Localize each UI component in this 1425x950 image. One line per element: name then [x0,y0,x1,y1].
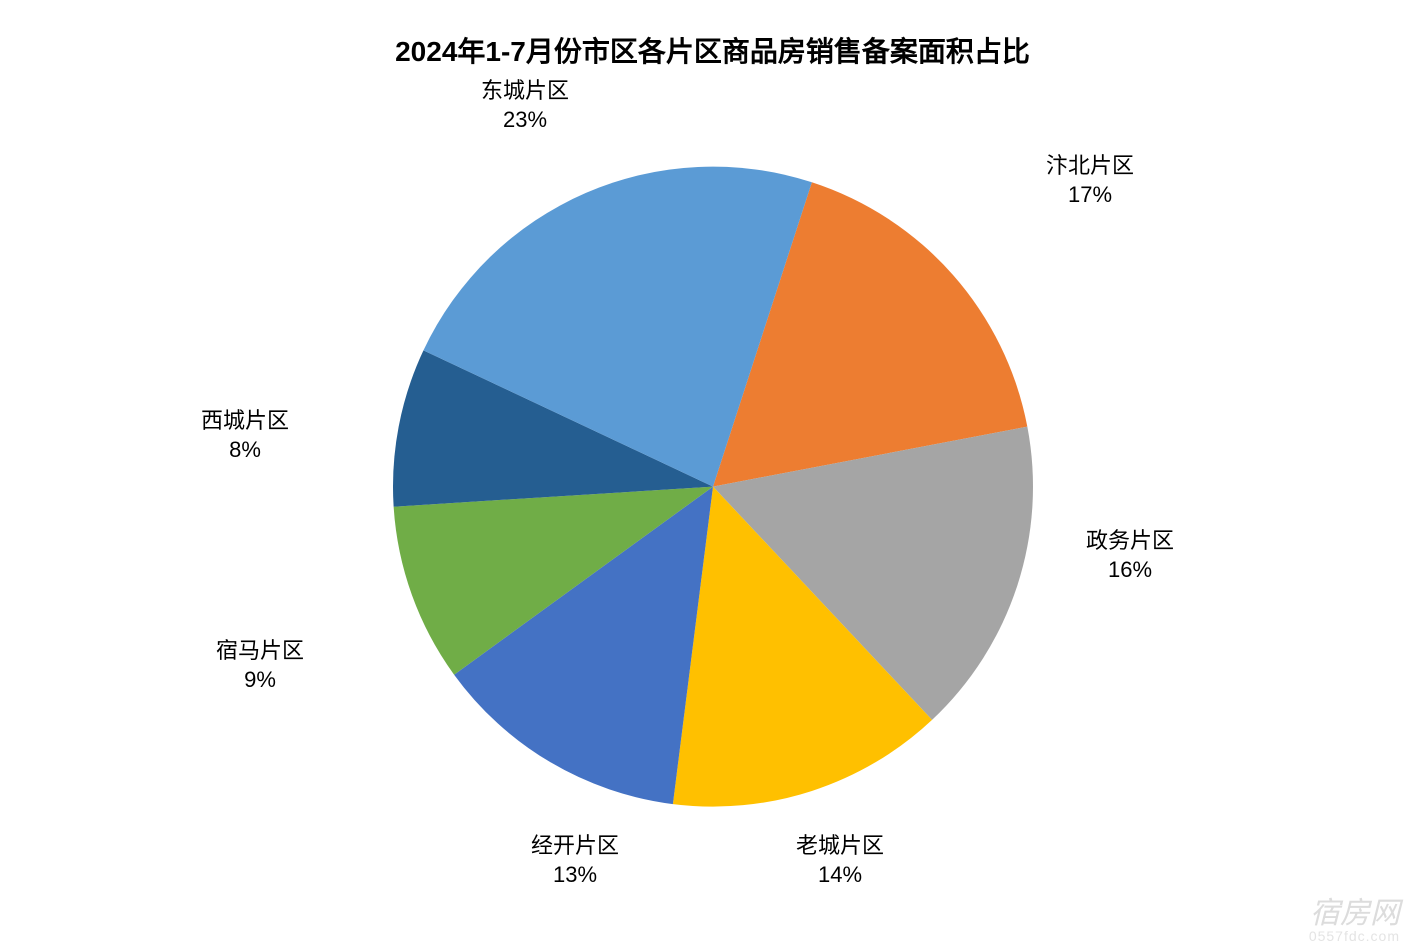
slice-label-name: 老城片区 [796,831,884,861]
slice-label-percent: 9% [216,665,304,695]
slice-label-percent: 23% [481,105,569,135]
pie-chart [363,137,1063,842]
slice-label: 政务片区16% [1086,526,1174,585]
chart-title: 2024年1-7月份市区各片区商品房销售备案面积占比 [0,30,1425,70]
slice-label: 老城片区14% [796,831,884,890]
pie-svg [363,137,1063,837]
slice-label-percent: 14% [796,860,884,890]
slice-label: 东城片区23% [481,76,569,135]
watermark-sub: 0557fdc.com [1309,928,1400,944]
slice-label: 西城片区8% [201,406,289,465]
slice-label-name: 东城片区 [481,76,569,106]
slice-label-name: 政务片区 [1086,526,1174,556]
slice-label-percent: 16% [1086,555,1174,585]
slice-label-name: 宿马片区 [216,636,304,666]
slice-label-name: 西城片区 [201,406,289,436]
slice-label: 汴北片区17% [1046,151,1134,210]
slice-label-name: 汴北片区 [1046,151,1134,181]
slice-label-percent: 17% [1046,180,1134,210]
watermark-main: 宿房网 [1310,888,1400,932]
slice-label: 宿马片区9% [216,636,304,695]
slice-label: 经开片区13% [531,831,619,890]
slice-label-percent: 8% [201,435,289,465]
slice-label-name: 经开片区 [531,831,619,861]
slice-label-percent: 13% [531,860,619,890]
